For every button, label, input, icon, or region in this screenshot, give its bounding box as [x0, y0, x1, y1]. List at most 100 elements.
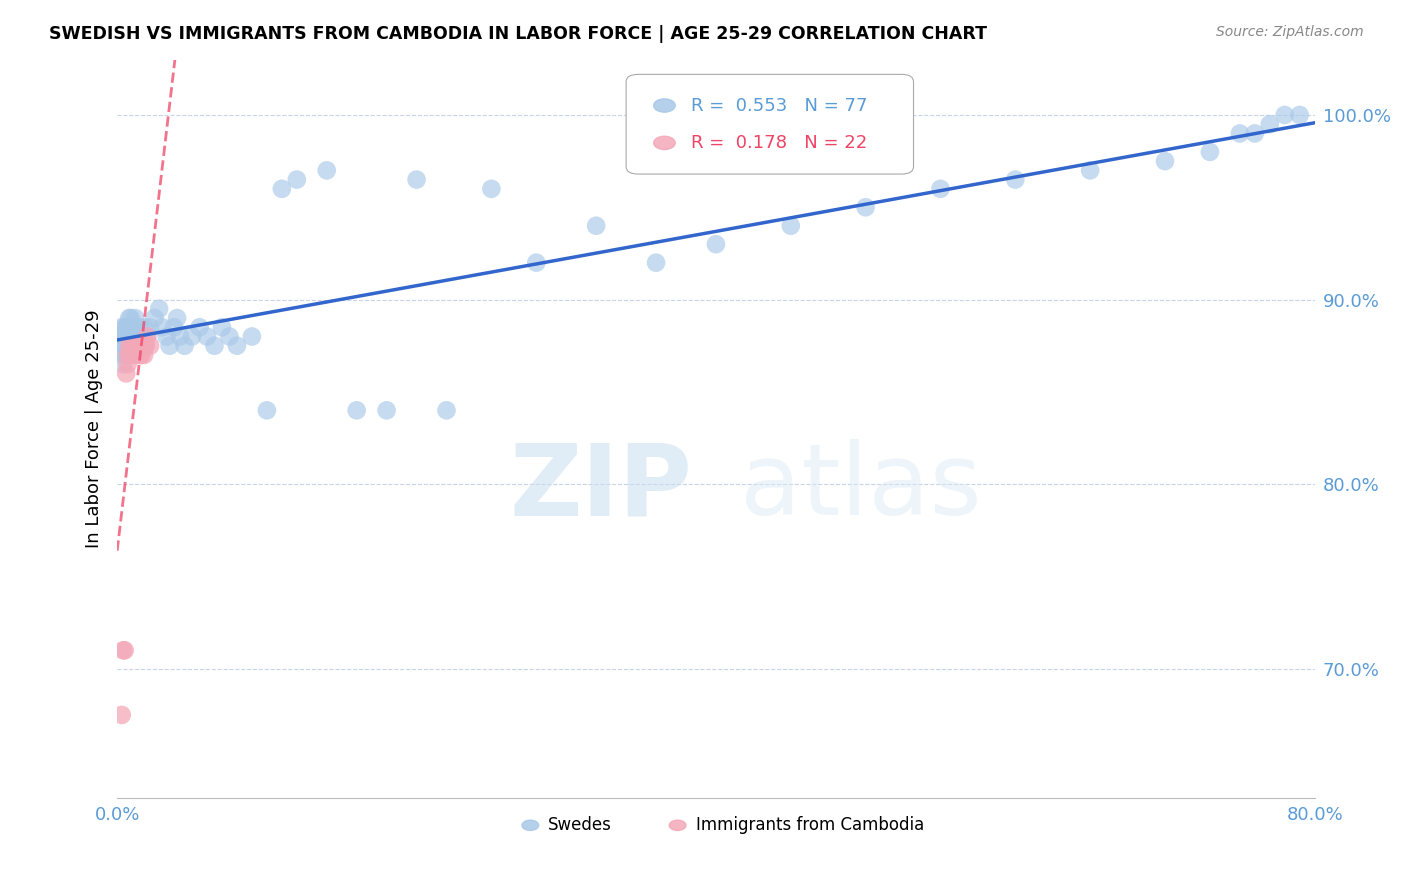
Point: [131, 339, 153, 353]
Point: [114, 329, 136, 343]
Point: [134, 320, 156, 334]
Point: [163, 320, 186, 334]
Point: [122, 339, 145, 353]
Text: Source: ZipAtlas.com: Source: ZipAtlas.com: [1216, 25, 1364, 39]
Point: [135, 339, 157, 353]
Point: [118, 329, 141, 343]
Point: [240, 329, 263, 343]
Point: [112, 357, 135, 371]
Point: [585, 219, 607, 233]
Point: [122, 329, 145, 343]
Point: [112, 643, 135, 657]
Point: [929, 182, 952, 196]
Point: [127, 339, 149, 353]
Point: [117, 329, 139, 343]
Y-axis label: In Labor Force | Age 25-29: In Labor Force | Age 25-29: [86, 310, 103, 548]
Point: [114, 320, 136, 334]
Point: [1199, 145, 1222, 159]
Point: [1229, 127, 1251, 141]
Point: [114, 339, 136, 353]
Point: [129, 339, 152, 353]
Point: [166, 311, 188, 326]
Text: R =  0.178   N = 22: R = 0.178 N = 22: [690, 134, 868, 152]
Point: [270, 182, 292, 196]
Point: [218, 329, 240, 343]
Point: [136, 329, 159, 343]
Point: [1078, 163, 1101, 178]
Point: [127, 329, 149, 343]
Point: [129, 348, 152, 362]
Point: [134, 348, 156, 362]
Point: [315, 163, 337, 178]
Point: [188, 320, 211, 334]
Point: [211, 320, 233, 334]
Text: Swedes: Swedes: [548, 816, 612, 834]
Point: [256, 403, 278, 417]
Point: [1288, 108, 1310, 122]
Point: [125, 339, 148, 353]
Point: [117, 339, 139, 353]
Point: [120, 339, 142, 353]
Point: [645, 255, 668, 269]
Point: [150, 320, 173, 334]
Point: [139, 320, 162, 334]
Point: [143, 311, 166, 326]
Point: [125, 348, 148, 362]
Point: [1243, 127, 1265, 141]
Point: [121, 320, 143, 334]
Point: [120, 348, 142, 362]
Point: [131, 329, 153, 343]
Point: [112, 348, 135, 362]
Point: [1274, 108, 1296, 122]
Point: [111, 707, 134, 722]
Point: [436, 403, 458, 417]
Point: [226, 339, 249, 353]
Point: [108, 339, 131, 353]
Point: [134, 339, 156, 353]
Point: [181, 329, 204, 343]
Point: [855, 200, 877, 214]
Point: [111, 329, 134, 343]
Circle shape: [654, 136, 675, 150]
Point: [122, 339, 145, 353]
Point: [704, 237, 727, 252]
Point: [524, 255, 547, 269]
Point: [169, 329, 191, 343]
Point: [115, 348, 138, 362]
Point: [121, 329, 143, 343]
Point: [405, 172, 427, 186]
Point: [481, 182, 503, 196]
Point: [285, 172, 308, 186]
Point: [124, 339, 146, 353]
Circle shape: [669, 820, 686, 830]
Point: [135, 339, 157, 353]
Point: [159, 339, 181, 353]
Point: [129, 339, 152, 353]
Point: [128, 320, 150, 334]
Point: [115, 329, 138, 343]
Text: R =  0.553   N = 77: R = 0.553 N = 77: [690, 96, 868, 114]
Point: [1258, 117, 1281, 131]
Text: atlas: atlas: [740, 440, 981, 536]
Point: [115, 367, 138, 381]
Point: [117, 320, 139, 334]
Point: [1154, 154, 1177, 169]
Text: Immigrants from Cambodia: Immigrants from Cambodia: [696, 816, 924, 834]
Circle shape: [522, 820, 538, 830]
Point: [118, 348, 141, 362]
Point: [148, 301, 170, 316]
Point: [139, 339, 162, 353]
Text: ZIP: ZIP: [509, 440, 692, 536]
Point: [155, 329, 177, 343]
Point: [124, 311, 146, 326]
Text: SWEDISH VS IMMIGRANTS FROM CAMBODIA IN LABOR FORCE | AGE 25-29 CORRELATION CHART: SWEDISH VS IMMIGRANTS FROM CAMBODIA IN L…: [49, 25, 987, 43]
Point: [375, 403, 398, 417]
Point: [1004, 172, 1026, 186]
Point: [204, 339, 226, 353]
Point: [111, 320, 134, 334]
Point: [128, 348, 150, 362]
Point: [173, 339, 195, 353]
Point: [114, 643, 136, 657]
Point: [118, 339, 141, 353]
Point: [115, 320, 138, 334]
